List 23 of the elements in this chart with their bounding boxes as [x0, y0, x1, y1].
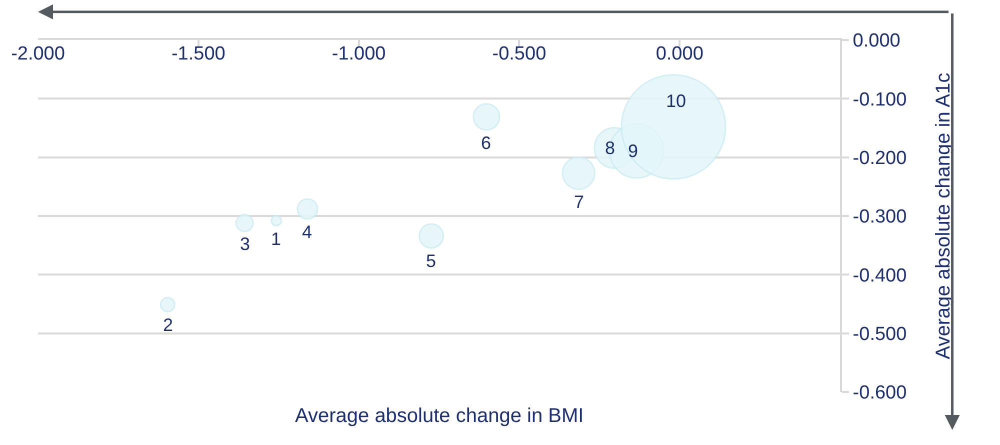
y-tick-label: -0.600 — [852, 382, 907, 404]
x-axis-title: Average absolute change in BMI — [295, 405, 584, 427]
y-tick-label: -0.100 — [852, 89, 907, 110]
annotation: 4 — [302, 222, 312, 242]
x-tick-label: 0.000 — [656, 44, 704, 64]
annotation: 6 — [481, 133, 492, 153]
y-tick-label: -0.500 — [852, 324, 907, 345]
annotation: 1 — [271, 229, 282, 249]
annotation: 10 — [666, 91, 686, 111]
annotation: 5 — [426, 251, 436, 271]
annotation: 7 — [574, 192, 584, 212]
y-tick-label: -0.400 — [852, 265, 907, 286]
annotation: 2 — [163, 315, 174, 335]
x-tick-label: -2.000 — [11, 44, 65, 64]
x-tick-label: -1.000 — [332, 44, 386, 64]
y-tick-label: -0.300 — [852, 206, 907, 228]
x-tick-label: -0.500 — [492, 44, 546, 64]
annotation: 8 — [605, 138, 616, 158]
x-tick-label: -1.500 — [171, 44, 226, 64]
annotation: 3 — [240, 234, 250, 254]
annotation: 9 — [628, 141, 638, 161]
y-axis-title: Average absolute change in A1c — [932, 72, 955, 360]
y-tick-label: -0.200 — [852, 148, 907, 169]
